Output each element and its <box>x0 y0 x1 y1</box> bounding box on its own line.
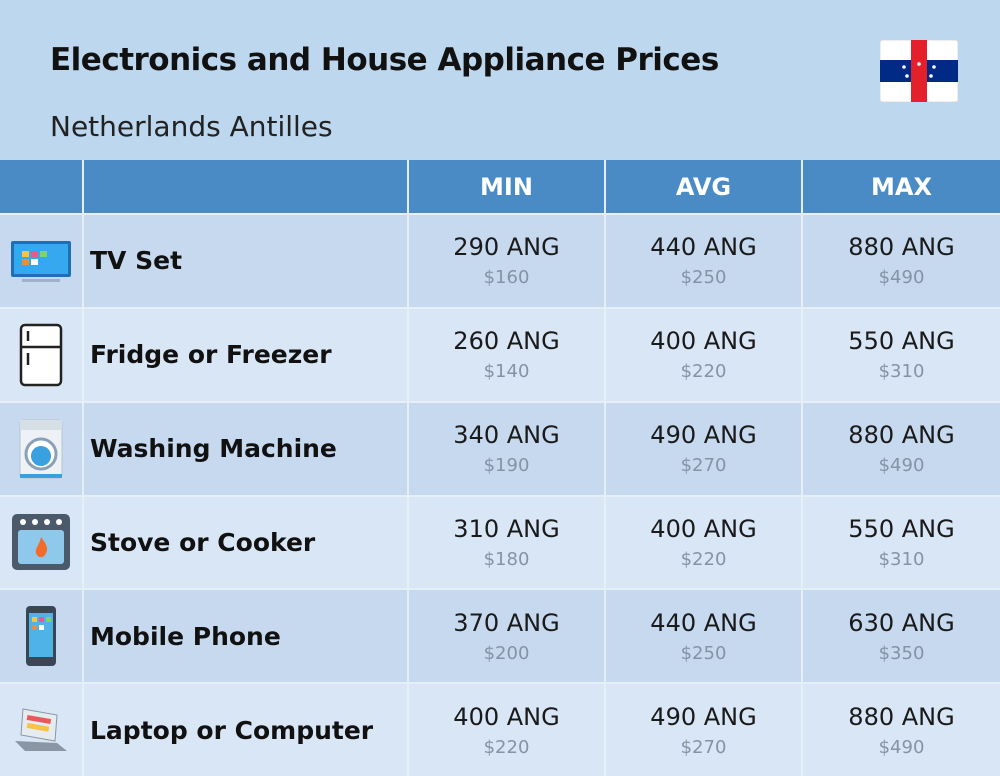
icon <box>19 419 63 479</box>
icon <box>15 708 67 752</box>
local-price: 880 ANG <box>848 421 955 450</box>
local-price: 290 ANG <box>453 233 560 262</box>
price-cell: 400 ANG $220 <box>409 684 604 776</box>
price-table: MIN AVG MAX TV Set 290 ANG $160 440 ANG $250 880… <box>0 160 1000 776</box>
price-cell: 440 ANG $250 <box>606 590 801 683</box>
usd-price: $270 <box>680 736 727 758</box>
usd-price: $490 <box>878 736 925 758</box>
usd-price: $180 <box>483 548 530 570</box>
price-cell: 290 ANG $160 <box>409 215 604 307</box>
price-cell: 440 ANG $250 <box>606 215 801 307</box>
row-icon <box>0 402 82 495</box>
price-cell: 490 ANG $270 <box>606 402 801 495</box>
local-price: 260 ANG <box>453 327 560 356</box>
column-header: MIN <box>409 160 604 213</box>
row-label: Fridge or Freezer <box>84 308 407 401</box>
usd-price: $490 <box>878 455 925 477</box>
usd-price: $490 <box>878 267 925 289</box>
title: Electronics and House Appliance Prices <box>50 42 719 78</box>
price-cell: 630 ANG $350 <box>803 590 1000 683</box>
usd-price: $190 <box>483 455 530 477</box>
local-price: 310 ANG <box>453 514 560 543</box>
row-label: TV Set <box>84 215 407 307</box>
usd-price: $200 <box>483 642 530 664</box>
usd-price: $220 <box>680 361 727 383</box>
row-label: Washing Machine <box>84 402 407 495</box>
subtitle: Netherlands Antilles <box>50 110 333 143</box>
header-blank <box>0 160 82 213</box>
row-label: Mobile Phone <box>84 590 407 683</box>
row-label: Stove or Cooker <box>84 496 407 589</box>
icon <box>26 606 56 667</box>
usd-price: $220 <box>483 736 530 758</box>
local-price: 440 ANG <box>650 233 757 262</box>
usd-price: $270 <box>680 455 727 477</box>
column-header: AVG <box>606 160 801 213</box>
usd-price: $350 <box>878 642 925 664</box>
usd-price: $140 <box>483 361 530 383</box>
local-price: 550 ANG <box>848 514 955 543</box>
usd-price: $160 <box>483 267 530 289</box>
local-price: 490 ANG <box>650 421 757 450</box>
local-price: 370 ANG <box>453 608 560 637</box>
local-price: 880 ANG <box>848 702 955 731</box>
row-icon <box>0 590 82 683</box>
usd-price: $310 <box>878 548 925 570</box>
local-price: 340 ANG <box>453 421 560 450</box>
price-cell: 400 ANG $220 <box>606 308 801 401</box>
local-price: 440 ANG <box>650 608 757 637</box>
usd-price: $250 <box>680 642 727 664</box>
flag <box>880 40 958 102</box>
price-cell: 880 ANG $490 <box>803 215 1000 307</box>
row-icon <box>0 496 82 589</box>
local-price: 490 ANG <box>650 702 757 731</box>
price-cell: 550 ANG $310 <box>803 496 1000 589</box>
row-label: Laptop or Computer <box>84 684 407 776</box>
local-price: 400 ANG <box>650 327 757 356</box>
price-cell: 260 ANG $140 <box>409 308 604 401</box>
icon <box>11 240 71 282</box>
usd-price: $250 <box>680 267 727 289</box>
local-price: 630 ANG <box>848 608 955 637</box>
usd-price: $220 <box>680 548 727 570</box>
price-cell: 880 ANG $490 <box>803 402 1000 495</box>
local-price: 880 ANG <box>848 233 955 262</box>
local-price: 400 ANG <box>453 702 560 731</box>
row-icon <box>0 215 82 307</box>
icon <box>19 323 63 386</box>
price-cell: 310 ANG $180 <box>409 496 604 589</box>
price-cell: 370 ANG $200 <box>409 590 604 683</box>
usd-price: $310 <box>878 361 925 383</box>
local-price: 550 ANG <box>848 327 955 356</box>
header-blank <box>84 160 407 213</box>
price-cell: 490 ANG $270 <box>606 684 801 776</box>
local-price: 400 ANG <box>650 514 757 543</box>
price-cell: 400 ANG $220 <box>606 496 801 589</box>
row-icon <box>0 308 82 401</box>
price-cell: 340 ANG $190 <box>409 402 604 495</box>
price-cell: 880 ANG $490 <box>803 684 1000 776</box>
column-header: MAX <box>803 160 1000 213</box>
row-icon <box>0 684 82 776</box>
icon <box>12 514 70 571</box>
price-cell: 550 ANG $310 <box>803 308 1000 401</box>
